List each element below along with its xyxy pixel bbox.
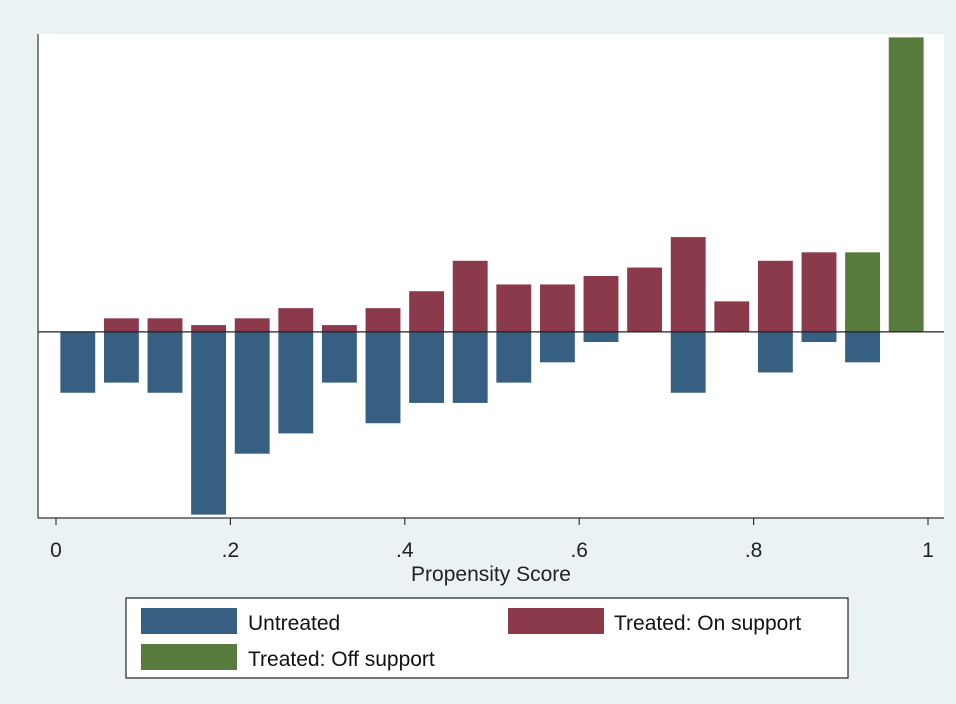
bar-treated-on-support-13 [627, 267, 663, 332]
bar-untreated-8 [365, 331, 401, 424]
bar-untreated-4 [191, 331, 227, 515]
legend-label-treated-off-support: Treated: Off support [248, 648, 435, 671]
x-tick-label-2: .2 [222, 539, 240, 562]
plot-area [38, 34, 944, 518]
bar-treated-on-support-9 [452, 260, 488, 332]
bar-treated-on-support-15 [714, 301, 750, 332]
legend-swatch-treated-off-support [141, 644, 237, 670]
bar-untreated-3 [147, 331, 183, 393]
bar-untreated-6 [278, 331, 314, 434]
bar-treated-on-support-10 [496, 284, 532, 332]
bar-treated-on-support-6 [321, 325, 357, 332]
legend: Untreated Treated: On support Treated: O… [125, 597, 849, 679]
legend-label-treated-on-support: Treated: On support [614, 612, 801, 635]
bar-treated-on-support-11 [539, 284, 575, 332]
bar-treated-off-support-2 [888, 37, 924, 332]
x-axis-title: Propensity Score [411, 563, 571, 586]
bar-untreated-5 [234, 331, 270, 454]
bar-untreated-9 [409, 331, 445, 403]
bar-treated-on-support-5 [278, 308, 314, 332]
x-tick-label-5: .8 [745, 539, 763, 562]
bar-untreated-15 [757, 331, 793, 373]
bar-untreated-7 [321, 331, 357, 383]
legend-swatch-untreated [141, 608, 237, 634]
bar-untreated-12 [539, 331, 575, 363]
bar-treated-on-support-1 [103, 318, 139, 332]
bar-treated-on-support-14 [670, 237, 706, 332]
bars-layer [60, 37, 924, 515]
bar-treated-on-support-12 [583, 276, 619, 332]
bar-untreated-2 [103, 331, 139, 383]
bar-untreated-11 [496, 331, 532, 383]
bar-untreated-16 [801, 331, 837, 342]
bar-untreated-17 [845, 331, 881, 363]
bar-untreated-10 [452, 331, 488, 403]
legend-swatch-treated-on-support [508, 608, 604, 634]
bar-treated-off-support-1 [845, 252, 881, 332]
x-tick-label-3: .4 [396, 539, 414, 562]
bar-untreated-1 [60, 331, 96, 393]
x-ticks: 0 .2 .4 .6 .8 1 [50, 518, 934, 562]
legend-box [125, 597, 849, 679]
bar-treated-on-support-8 [409, 291, 445, 332]
bar-untreated-14 [670, 331, 706, 393]
bar-treated-on-support-7 [365, 308, 401, 332]
bar-treated-on-support-4 [234, 318, 270, 332]
x-tick-label-1: 0 [50, 539, 62, 562]
bar-untreated-13 [583, 331, 619, 342]
bar-treated-on-support-2 [147, 318, 183, 332]
bar-treated-on-support-17 [801, 252, 837, 332]
legend-label-untreated: Untreated [248, 612, 340, 635]
bar-treated-on-support-3 [191, 325, 227, 332]
x-tick-label-4: .6 [570, 539, 588, 562]
x-tick-label-6: 1 [922, 539, 934, 562]
bar-treated-on-support-16 [757, 260, 793, 332]
